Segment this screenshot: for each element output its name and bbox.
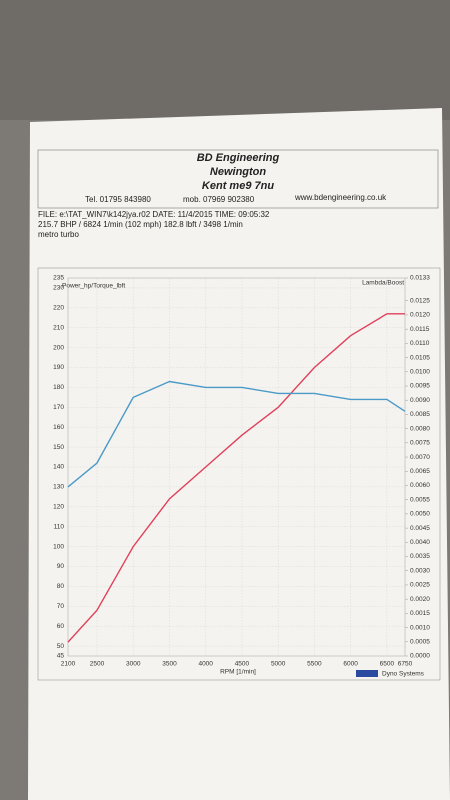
y-tick-label: 230: [53, 285, 64, 292]
plot: 45 50 60 70 80 90 100 110 120 130 140 150 160 170 180 1…: [53, 275, 430, 668]
x-tick-label: 2100: [61, 661, 76, 668]
y-tick-label: 90: [57, 563, 65, 570]
y2-tick-label: 0.0050: [410, 511, 430, 518]
y-tick-label: 140: [53, 464, 64, 471]
y-tick-label: 45: [57, 653, 65, 660]
y2-tick-label: 0.0040: [410, 539, 430, 546]
y2-tick-label: 0.0095: [410, 383, 430, 390]
x-tick-label: 6750: [398, 661, 413, 668]
y2-tick-label: 0.0120: [410, 312, 430, 319]
y2-tick-label: 0.0090: [410, 397, 430, 404]
plot-border: [67, 277, 406, 657]
y2-tick-label: 0.0085: [410, 411, 430, 418]
y-tick-label: 190: [53, 364, 64, 371]
x-tick-label: 3500: [162, 661, 177, 668]
x-tick-label: 5000: [271, 661, 286, 668]
header-box: [37, 149, 439, 209]
y2-tick-label: 0.0105: [410, 354, 430, 361]
y2-tick-label: 0.0030: [410, 567, 430, 574]
x-tick-label: 6500: [380, 661, 395, 668]
tel: Tel. 01795 843980: [85, 195, 151, 204]
y2-axis-label: Lambda/Boost: [362, 280, 404, 287]
x-tick-label: 2500: [90, 661, 105, 668]
wall: [0, 0, 450, 120]
chart-frame: [37, 267, 441, 681]
x-tick-label: 6000: [343, 661, 358, 668]
y2-tick-label: 0.0015: [410, 610, 430, 617]
x-tick-label: 3000: [126, 661, 141, 668]
y-tick-label: 235: [53, 275, 64, 282]
peaks: 215.7 BHP / 6824 1/min (102 mph) 182.8 l…: [38, 220, 243, 229]
series-line: [67, 313, 405, 643]
y2-tick-label: 0.0080: [410, 425, 430, 432]
y2-tick-label: 0.0100: [410, 369, 430, 376]
y2-tick-label: 0.0005: [410, 639, 430, 646]
y2-tick-label: 0.0133: [410, 275, 430, 282]
town: Newington: [210, 166, 266, 178]
y-tick-label: 150: [53, 444, 64, 451]
y2-tick-label: 0.0055: [410, 496, 430, 503]
y-tick-label: 170: [53, 404, 64, 411]
series-line: [67, 380, 406, 488]
y2-tick-label: 0.0000: [410, 653, 430, 660]
logo: [356, 670, 378, 677]
paper: [28, 108, 450, 800]
footer: Dyno Systems: [382, 671, 425, 678]
y-tick-label: 180: [53, 384, 64, 391]
y2-tick-label: 0.0070: [410, 454, 430, 461]
y2-tick-label: 0.0115: [410, 326, 430, 333]
y-tick-label: 210: [53, 324, 64, 331]
y-tick-label: 50: [57, 643, 65, 650]
x-tick-label: 4000: [198, 661, 213, 668]
y-tick-label: 130: [53, 484, 64, 491]
x-tick-label: 4500: [235, 661, 250, 668]
y2-tick-label: 0.0025: [410, 582, 430, 589]
x-tick-label: 5500: [307, 661, 322, 668]
x-axis-label: RPM [1/min]: [220, 669, 256, 676]
y-tick-label: 110: [54, 523, 65, 530]
mob: mob. 07969 902380: [183, 195, 255, 204]
y-tick-label: 60: [57, 623, 65, 630]
company: BD Engineering: [197, 152, 280, 164]
y2-tick-label: 0.0125: [410, 297, 430, 304]
y-tick-label: 120: [53, 504, 64, 511]
y-tick-label: 100: [53, 543, 64, 550]
y-tick-label: 70: [57, 603, 65, 610]
y2-tick-label: 0.0065: [410, 468, 430, 475]
y-tick-label: 220: [53, 305, 64, 312]
y-tick-label: 160: [53, 424, 64, 431]
web: www.bdengineering.co.uk: [294, 193, 387, 202]
y2-tick-label: 0.0110: [410, 340, 430, 347]
y2-tick-label: 0.0035: [410, 553, 430, 560]
car: metro turbo: [38, 230, 79, 239]
y2-tick-label: 0.0010: [410, 624, 430, 631]
y-axis-label: Power_hp/Torque_lbft: [62, 283, 125, 290]
y2-tick-label: 0.0045: [410, 525, 430, 532]
county: Kent me9 7nu: [202, 180, 274, 192]
y2-tick-label: 0.0020: [410, 596, 430, 603]
y2-tick-label: 0.0075: [410, 440, 430, 447]
file-info: FILE: e:\TAT_WIN7\k142jya.r02 DATE: 11/4…: [38, 210, 270, 219]
y2-tick-label: 0.0060: [410, 482, 430, 489]
y-tick-label: 80: [57, 583, 65, 590]
y-tick-label: 200: [53, 344, 64, 351]
